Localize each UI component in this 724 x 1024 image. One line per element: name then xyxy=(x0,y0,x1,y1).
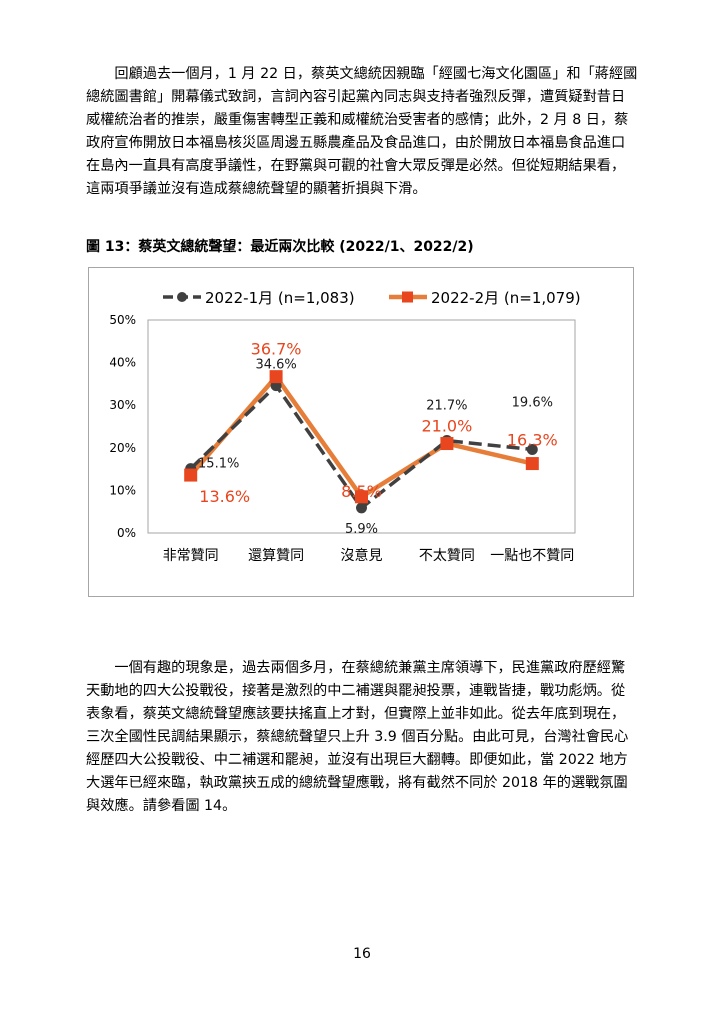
paragraph-line: 三次全國性民調結果顯示，蔡總統聲望只上升 3.9 個百分點。由此可見，台灣社會民… xyxy=(86,729,629,745)
data-label-2022-02: 21.0% xyxy=(421,417,472,436)
point-2022-02 xyxy=(355,490,368,504)
data-label-2022-02: 16.3% xyxy=(507,431,558,450)
paragraph-line: 表象看，蔡英文總統聲望應該要扶搖直上才對，但實際上並非如此。從去年底到現在， xyxy=(86,706,626,722)
x-category-label: 沒意見 xyxy=(341,547,383,564)
chart-legend: 2022-1月 (n=1,083) 2022-2月 (n=1,079) xyxy=(163,289,581,307)
legend-marker-2022-01 xyxy=(177,292,187,302)
paragraph-line: 大選年已經來臨，執政黨挾五成的總統聲望應戰，將有截然不同於 2018 年的選戰氛… xyxy=(86,775,628,791)
point-2022-01 xyxy=(526,444,538,456)
paragraph-line: 一個有趣的現象是，過去兩個多月，在蔡總統兼黨主席領導下，民進黨政府歷經驚 xyxy=(86,660,626,676)
paragraph-line: 政府宣佈開放日本福島核災區周邊五縣農產品及食品進口，由於開放日本福島食品進口 xyxy=(86,135,626,151)
paragraph-line: 在島內一直具有高度爭議性，在野黨與可觀的社會大眾反彈是必然。但從短期結果看， xyxy=(86,158,626,174)
x-category-label: 不太贊同 xyxy=(419,548,475,564)
paragraph-line: 回顧過去一個月，1 月 22 日，蔡英文總統因親臨「經國七海文化園區」和「蔣經國 xyxy=(86,66,638,82)
paragraph-line: 威權統治者的推崇，嚴重傷害轉型正義和威權統治受害者的感情；此外，2 月 8 日，… xyxy=(86,112,629,128)
paragraph-line: 總統圖書館」開幕儀式致詞，言詞內容引起黨內同志與支持者強烈反彈，遭質疑對昔日 xyxy=(86,89,626,105)
y-tick-label: 0% xyxy=(117,526,136,540)
chart-axes: 0% 10% 20% 30% 40% 50% 非常贊同 還算贊同 沒意見 不太贊同 一點也不贊同 xyxy=(109,313,576,564)
y-tick-label: 30% xyxy=(109,398,136,412)
point-2022-02 xyxy=(525,457,539,471)
chart-data-labels: 15.1% 34.6% 5.9% 21.7% 19.6% 13.6% 36.7% 8.5% 21… xyxy=(198,340,558,537)
data-label-2022-01: 15.1% xyxy=(198,457,239,472)
point-2022-01 xyxy=(356,502,367,514)
legend-label-2022-02: 2022-2月 (n=1,079) xyxy=(431,289,581,307)
data-label-2022-01: 21.7% xyxy=(426,399,467,414)
data-label-2022-01: 34.6% xyxy=(255,358,296,373)
plot-area xyxy=(147,319,576,534)
approval-chart: 2022-1月 (n=1,083) 2022-2月 (n=1,079) 0% 10%… xyxy=(88,267,634,597)
x-category-label: 一點也不贊同 xyxy=(490,548,574,564)
intro-paragraph: 回顧過去一個月，1 月 22 日，蔡英文總統因親臨「經國七海文化園區」和「蔣經國… xyxy=(86,63,642,201)
paragraph-line: 這兩項爭議並沒有造成蔡總統聲望的顯著折損與下滑。 xyxy=(86,181,427,197)
paragraph-line: 與效應。請參看圖 14。 xyxy=(86,798,237,814)
page-number: 16 xyxy=(353,946,371,962)
legend-marker-2022-02 xyxy=(402,291,413,303)
figure-title: 圖 13：蔡英文總統聲望：最近兩次比較 (2022/1、2022/2) xyxy=(86,239,474,255)
data-label-2022-01: 19.6% xyxy=(512,396,553,411)
chart-svg: 2022-1月 (n=1,083) 2022-2月 (n=1,079) 0% 10%… xyxy=(109,289,581,564)
point-2022-02 xyxy=(440,437,454,451)
chart-series xyxy=(184,370,539,514)
data-label-2022-02: 13.6% xyxy=(199,487,250,506)
y-tick-label: 10% xyxy=(109,483,136,497)
paragraph-line: 經歷四大公投戰役、中二補選和罷昶，並沒有出現巨大翻轉。即便如此，當 2022 地… xyxy=(86,752,628,768)
analysis-paragraph: 一個有趣的現象是，過去兩個多月，在蔡總統兼黨主席領導下，民進黨政府歷經驚 天動地… xyxy=(86,657,642,818)
series-line-2022-02 xyxy=(189,374,533,500)
data-label-2022-01: 5.9% xyxy=(345,522,378,537)
y-tick-label: 50% xyxy=(109,313,136,327)
data-label-2022-02: 8.5% xyxy=(341,482,382,501)
x-category-label: 非常贊同 xyxy=(163,548,219,564)
point-2022-02 xyxy=(269,370,283,384)
paragraph-line: 天動地的四大公投戰役，接著是激烈的中二補選與罷昶投票，連戰皆捷，戰功彪炳。從 xyxy=(86,683,626,699)
point-2022-02 xyxy=(184,468,198,482)
x-category-label: 還算贊同 xyxy=(248,548,304,564)
y-tick-label: 40% xyxy=(109,356,136,370)
data-label-2022-02: 36.7% xyxy=(251,340,302,359)
legend-label-2022-01: 2022-1月 (n=1,083) xyxy=(205,289,355,307)
y-tick-label: 20% xyxy=(109,441,136,455)
